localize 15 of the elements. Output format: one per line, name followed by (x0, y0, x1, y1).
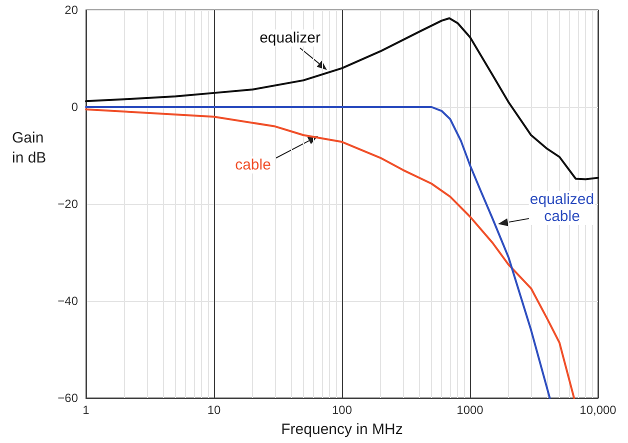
y-tick-label: 0 (71, 100, 78, 114)
y-tick-label: −60 (58, 391, 78, 405)
series-label: cable (235, 156, 271, 174)
y-tick-label: −20 (58, 197, 78, 211)
x-tick-label: 1 (82, 403, 90, 417)
y-tick-label: 20 (64, 3, 78, 17)
y-axis-title: Gain in dB (12, 130, 46, 166)
series-label: equalizer (260, 30, 320, 46)
x-tick-label: 1000 (456, 403, 484, 417)
x-tick-label: 100 (332, 403, 352, 417)
text: equalized cable (530, 191, 594, 225)
x-tick-label: 10 (207, 403, 221, 417)
y-tick-label: −40 (58, 294, 78, 308)
x-tick-label: 10,000 (580, 403, 617, 417)
x-axis-title: Frequency in MHz (281, 421, 403, 438)
